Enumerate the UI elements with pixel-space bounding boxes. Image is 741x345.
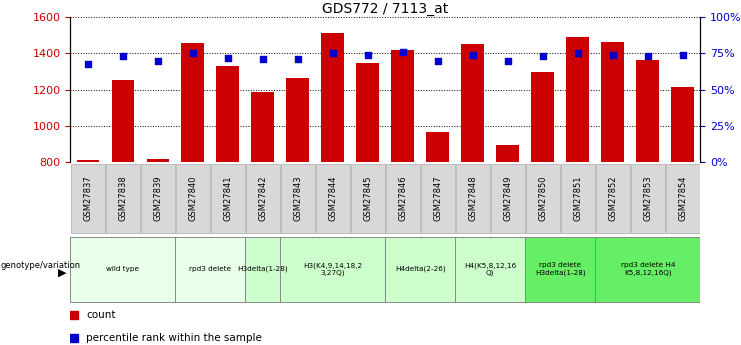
Text: GSM27844: GSM27844 [328,176,337,221]
Point [187,51,199,56]
Text: GSM27842: GSM27842 [259,176,268,221]
FancyBboxPatch shape [316,164,350,233]
Text: GSM27848: GSM27848 [468,176,477,221]
Point [362,52,373,58]
Text: percentile rank within the sample: percentile rank within the sample [86,333,262,343]
Bar [462,43,484,162]
Text: GSM27853: GSM27853 [643,176,652,221]
Title: GDS772 / 7113_at: GDS772 / 7113_at [322,2,448,16]
Bar [216,66,239,162]
FancyBboxPatch shape [280,237,385,302]
Bar [322,33,345,162]
Text: GSM27838: GSM27838 [119,176,127,221]
Text: GSM27841: GSM27841 [223,176,233,221]
Bar [496,145,519,162]
Bar [251,92,274,162]
FancyBboxPatch shape [525,164,560,233]
Bar [147,159,169,162]
Point [677,52,688,58]
Text: ▶: ▶ [59,268,67,277]
FancyBboxPatch shape [561,164,595,233]
Text: GSM27843: GSM27843 [293,176,302,221]
Text: rpd3 delete: rpd3 delete [189,266,231,272]
FancyBboxPatch shape [281,164,315,233]
FancyBboxPatch shape [421,164,455,233]
FancyBboxPatch shape [491,164,525,233]
Point [536,53,548,59]
FancyBboxPatch shape [70,237,176,302]
FancyBboxPatch shape [350,164,385,233]
FancyBboxPatch shape [176,164,210,233]
Point [572,51,584,56]
Text: GSM27847: GSM27847 [433,176,442,221]
Text: GSM27840: GSM27840 [188,176,197,221]
FancyBboxPatch shape [106,164,140,233]
Point [292,57,304,62]
Bar [76,160,99,162]
Point [502,58,514,63]
Text: GSM27849: GSM27849 [503,176,512,221]
Point [152,58,164,63]
FancyBboxPatch shape [631,164,665,233]
Point [222,55,234,61]
FancyBboxPatch shape [210,164,245,233]
Text: GSM27846: GSM27846 [399,176,408,221]
Bar [287,78,309,162]
FancyBboxPatch shape [176,237,245,302]
Point [82,61,94,66]
Bar [531,71,554,162]
Text: GSM27845: GSM27845 [363,176,372,221]
FancyBboxPatch shape [70,164,105,233]
FancyBboxPatch shape [385,164,420,233]
Text: GSM27839: GSM27839 [153,176,162,221]
Text: GSM27852: GSM27852 [608,176,617,221]
Text: rpd3 delete
H3delta(1-28): rpd3 delete H3delta(1-28) [535,262,585,276]
Bar [602,42,624,162]
FancyBboxPatch shape [665,164,700,233]
FancyBboxPatch shape [385,237,455,302]
Text: GSM27850: GSM27850 [538,176,548,221]
Text: count: count [86,310,116,320]
Text: GSM27854: GSM27854 [678,176,687,221]
Text: GSM27851: GSM27851 [574,176,582,221]
Bar [637,60,659,162]
Text: GSM27837: GSM27837 [84,176,93,221]
Text: H3(K4,9,14,18,2
3,27Q): H3(K4,9,14,18,2 3,27Q) [303,262,362,276]
Point [257,57,269,62]
Point [467,52,479,58]
Point [117,53,129,59]
Text: H4delta(2-26): H4delta(2-26) [395,266,445,272]
Text: wild type: wild type [107,266,139,272]
Point [607,52,619,58]
Bar [391,50,414,162]
Bar [566,37,589,162]
FancyBboxPatch shape [595,237,700,302]
FancyBboxPatch shape [525,237,595,302]
FancyBboxPatch shape [455,237,525,302]
Bar [671,87,694,162]
Point [397,49,409,55]
Text: genotype/variation: genotype/variation [1,261,81,270]
Point [642,53,654,59]
FancyBboxPatch shape [245,237,280,302]
Point [432,58,444,63]
FancyBboxPatch shape [456,164,490,233]
Text: H4(K5,8,12,16
Q): H4(K5,8,12,16 Q) [464,262,516,276]
Text: rpd3 delete H4
K5,8,12,16Q): rpd3 delete H4 K5,8,12,16Q) [620,262,675,276]
Bar [356,63,379,162]
FancyBboxPatch shape [141,164,175,233]
Point [327,51,339,56]
Text: H3delta(1-28): H3delta(1-28) [238,266,288,272]
FancyBboxPatch shape [246,164,280,233]
FancyBboxPatch shape [596,164,630,233]
Bar [182,42,205,162]
Bar [426,132,449,162]
Bar [111,80,134,162]
